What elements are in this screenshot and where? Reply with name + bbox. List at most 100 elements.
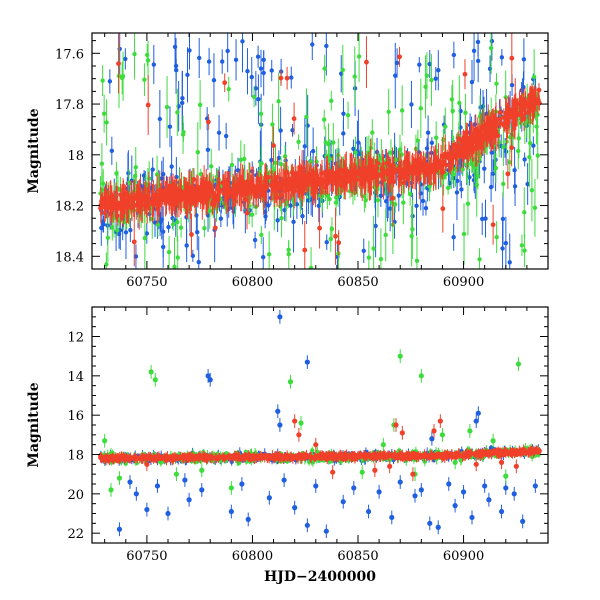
data-point — [529, 187, 535, 193]
data-point — [238, 157, 244, 162]
data-point — [423, 205, 429, 211]
data-point — [265, 174, 271, 180]
data-point — [431, 164, 437, 170]
data-point — [184, 196, 189, 202]
data-point — [366, 168, 371, 174]
data-point — [531, 143, 536, 148]
data-point — [481, 134, 487, 140]
data-point — [181, 129, 186, 135]
data-point — [521, 116, 527, 122]
data-point — [333, 181, 339, 187]
data-point — [488, 184, 494, 190]
data-point — [522, 99, 528, 104]
data-point — [522, 157, 527, 162]
data-point — [224, 187, 230, 193]
data-point — [278, 161, 284, 167]
data-point — [378, 193, 384, 198]
data-point — [164, 104, 170, 110]
data-point — [296, 139, 301, 145]
data-point — [145, 58, 151, 63]
data-point — [157, 187, 163, 193]
data-point — [295, 173, 301, 179]
data-point — [288, 203, 293, 208]
data-point — [333, 233, 338, 239]
data-point — [261, 254, 266, 260]
data-point — [512, 122, 518, 128]
data-point — [497, 116, 503, 122]
data-point — [459, 187, 464, 192]
data-point — [532, 483, 538, 489]
data-point — [415, 163, 420, 169]
data-point — [162, 196, 168, 201]
data-point — [308, 265, 314, 269]
data-point — [220, 180, 226, 186]
data-point — [355, 169, 361, 174]
data-point — [252, 237, 258, 243]
data-point — [509, 82, 515, 88]
data-point — [339, 188, 344, 193]
data-point — [375, 197, 381, 203]
data-point — [480, 216, 485, 222]
y-tick-label: 18 — [67, 149, 84, 164]
data-point — [242, 156, 247, 162]
data-point — [494, 234, 499, 240]
data-point — [165, 510, 171, 517]
data-point — [145, 102, 151, 108]
y-axis: 17.6 17.8 18 18.2 18.4 — [55, 40, 548, 270]
data-point — [155, 222, 161, 227]
data-point — [166, 183, 172, 189]
data-point — [269, 157, 274, 163]
x-tick-label: 60800 — [232, 275, 273, 290]
data-point — [104, 120, 109, 125]
data-point — [395, 166, 401, 172]
data-point — [198, 171, 204, 177]
data-point — [281, 477, 287, 483]
data-point — [104, 262, 109, 267]
data-point — [451, 52, 457, 58]
data-point — [409, 233, 414, 239]
data-point — [266, 495, 272, 501]
data-point — [144, 506, 150, 513]
data-point — [340, 499, 346, 505]
data-point — [123, 230, 129, 235]
data-point — [532, 205, 538, 210]
data-point — [253, 187, 259, 192]
data-point — [417, 62, 422, 67]
data-point — [278, 128, 283, 133]
data-point — [142, 77, 147, 82]
data-point — [444, 152, 450, 158]
data-point — [109, 148, 115, 154]
data-point — [261, 70, 266, 76]
data-point — [121, 198, 127, 204]
data-point — [482, 483, 488, 489]
data-point — [336, 240, 342, 246]
data-point — [206, 59, 212, 64]
data-point — [341, 111, 346, 116]
data-point — [141, 193, 147, 199]
data-point — [277, 422, 283, 428]
data-point — [503, 485, 509, 491]
data-point — [504, 117, 510, 123]
data-point — [473, 146, 479, 151]
data-point — [340, 67, 346, 73]
data-point — [468, 137, 474, 143]
data-point — [278, 183, 284, 188]
data-point — [530, 95, 535, 101]
data-point — [500, 246, 505, 251]
data-point — [383, 232, 388, 238]
data-point — [342, 179, 348, 185]
data-point — [185, 72, 190, 78]
data-point — [414, 258, 420, 264]
data-point — [372, 169, 378, 175]
data-point — [199, 487, 205, 493]
data-point — [352, 74, 357, 79]
data-point — [503, 240, 509, 246]
data-point — [196, 259, 201, 265]
data-point — [460, 489, 467, 495]
data-point — [286, 251, 291, 257]
data-point — [370, 130, 375, 135]
data-point — [114, 171, 119, 176]
y-tick-label: 17.6 — [55, 47, 84, 62]
data-point — [228, 508, 234, 515]
data-point — [460, 147, 466, 153]
